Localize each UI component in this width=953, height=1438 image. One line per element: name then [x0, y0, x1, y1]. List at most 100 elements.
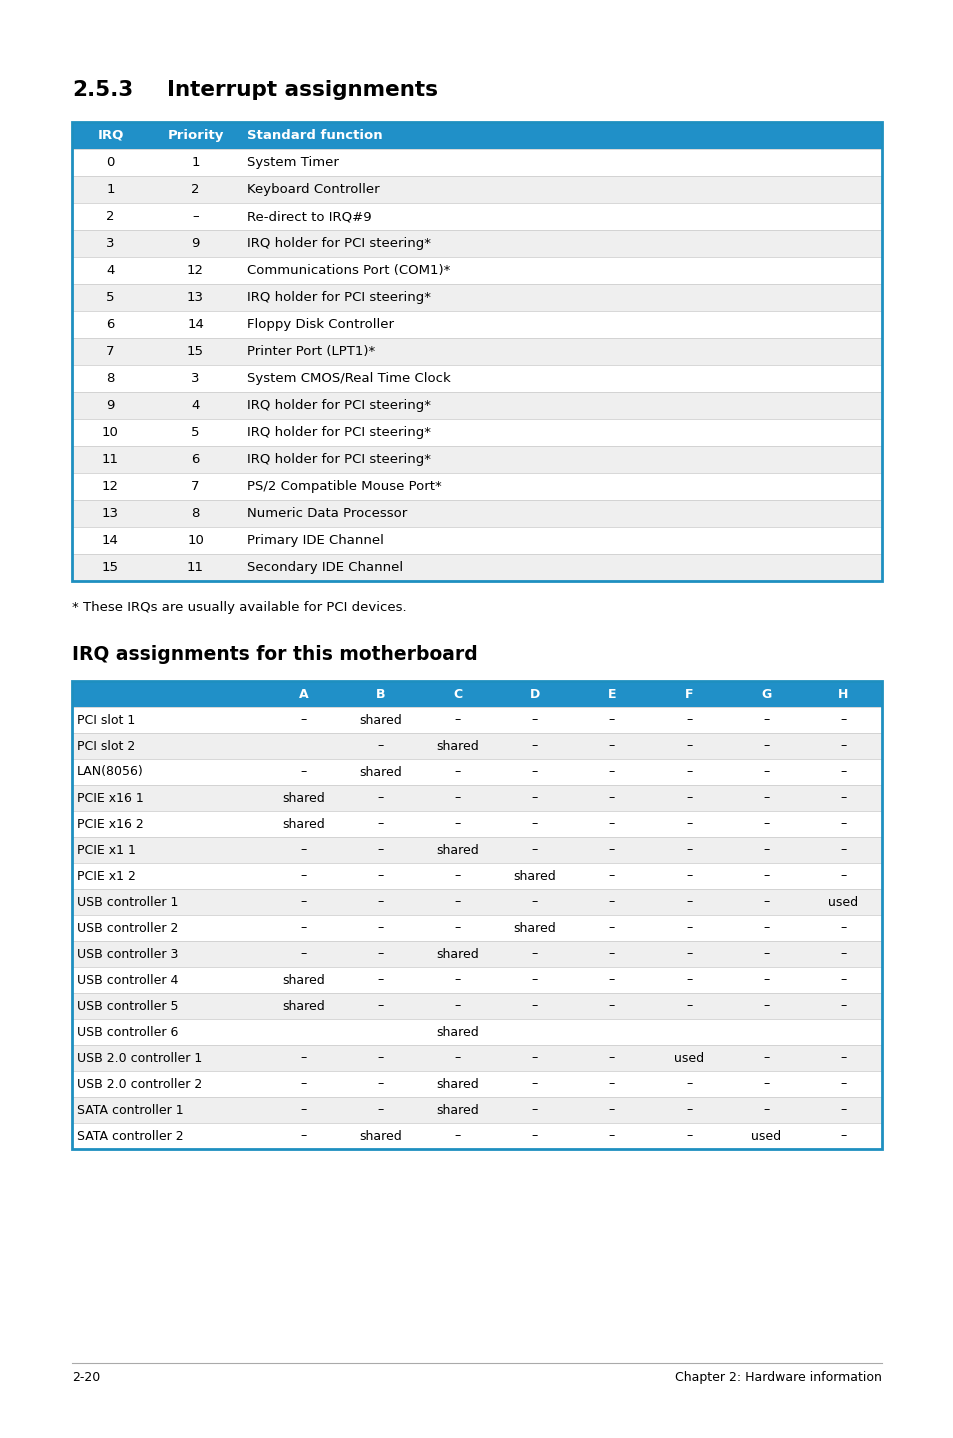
Text: –: –: [300, 1103, 306, 1116]
Text: –: –: [454, 713, 460, 726]
Text: 4: 4: [192, 398, 199, 413]
Text: –: –: [608, 999, 615, 1012]
Bar: [71, 811, 882, 837]
Text: Printer Port (LPT1)*: Printer Port (LPT1)*: [247, 345, 375, 358]
Text: Chapter 2: Hardware information: Chapter 2: Hardware information: [675, 1370, 882, 1383]
Bar: [265, 682, 341, 707]
Text: –: –: [840, 922, 845, 935]
Text: –: –: [531, 1129, 537, 1143]
Text: 2: 2: [106, 210, 114, 223]
Text: –: –: [377, 1051, 383, 1064]
Bar: [71, 682, 265, 707]
Text: PCI slot 2: PCI slot 2: [77, 739, 135, 752]
Bar: [71, 526, 882, 554]
Text: PS/2 Compatible Mouse Port*: PS/2 Compatible Mouse Port*: [247, 480, 441, 493]
Text: shared: shared: [358, 1129, 401, 1143]
Text: Standard function: Standard function: [247, 129, 382, 142]
Text: System Timer: System Timer: [247, 155, 338, 170]
Text: IRQ holder for PCI steering*: IRQ holder for PCI steering*: [247, 237, 431, 250]
Text: –: –: [840, 713, 845, 726]
Text: –: –: [762, 896, 768, 909]
Bar: [71, 915, 882, 940]
Text: –: –: [608, 713, 615, 726]
Text: SATA controller 1: SATA controller 1: [77, 1103, 183, 1116]
Bar: [71, 707, 882, 733]
Text: –: –: [531, 844, 537, 857]
Text: –: –: [762, 817, 768, 831]
Bar: [71, 257, 882, 283]
Text: –: –: [454, 1129, 460, 1143]
Text: D: D: [529, 687, 539, 700]
Text: 8: 8: [106, 372, 114, 385]
Text: –: –: [377, 739, 383, 752]
Text: –: –: [840, 999, 845, 1012]
Text: B: B: [375, 687, 385, 700]
Text: shared: shared: [436, 1077, 478, 1090]
Text: 2: 2: [191, 183, 199, 196]
Text: –: –: [685, 1103, 692, 1116]
Text: 2-20: 2-20: [71, 1370, 100, 1383]
Text: –: –: [762, 713, 768, 726]
Text: –: –: [685, 922, 692, 935]
Text: 9: 9: [106, 398, 114, 413]
Text: PCI slot 1: PCI slot 1: [77, 713, 135, 726]
Text: –: –: [762, 1103, 768, 1116]
Text: IRQ assignments for this motherboard: IRQ assignments for this motherboard: [71, 646, 477, 664]
Bar: [71, 682, 882, 1149]
Text: 10: 10: [102, 426, 119, 439]
Text: 3: 3: [106, 237, 114, 250]
Text: –: –: [454, 765, 460, 778]
Text: –: –: [762, 765, 768, 778]
Text: shared: shared: [513, 922, 556, 935]
Text: Keyboard Controller: Keyboard Controller: [247, 183, 379, 196]
Text: –: –: [608, 896, 615, 909]
Text: shared: shared: [436, 844, 478, 857]
Text: –: –: [685, 948, 692, 961]
Text: –: –: [608, 765, 615, 778]
Text: –: –: [608, 844, 615, 857]
Text: –: –: [531, 974, 537, 986]
Text: –: –: [840, 1103, 845, 1116]
Bar: [71, 863, 882, 889]
Text: 13: 13: [187, 290, 204, 303]
Text: G: G: [760, 687, 771, 700]
Bar: [71, 554, 882, 581]
Bar: [341, 682, 418, 707]
Text: –: –: [531, 896, 537, 909]
Text: USB controller 6: USB controller 6: [77, 1025, 178, 1038]
Text: –: –: [531, 1077, 537, 1090]
Text: –: –: [377, 948, 383, 961]
Text: 13: 13: [102, 508, 119, 521]
Text: A: A: [298, 687, 308, 700]
Text: –: –: [608, 739, 615, 752]
Bar: [71, 785, 882, 811]
Text: shared: shared: [358, 713, 401, 726]
Text: –: –: [762, 999, 768, 1012]
Text: –: –: [608, 1077, 615, 1090]
Text: System CMOS/Real Time Clock: System CMOS/Real Time Clock: [247, 372, 451, 385]
Text: –: –: [685, 817, 692, 831]
Bar: [71, 150, 882, 175]
Text: –: –: [377, 896, 383, 909]
Bar: [71, 733, 882, 759]
Text: –: –: [840, 739, 845, 752]
Text: –: –: [762, 1051, 768, 1064]
Text: –: –: [608, 1129, 615, 1143]
Text: 12: 12: [187, 265, 204, 278]
Text: 10: 10: [187, 533, 204, 546]
Text: 1: 1: [106, 183, 114, 196]
Bar: [242, 122, 882, 150]
Text: C: C: [453, 687, 462, 700]
Text: IRQ holder for PCI steering*: IRQ holder for PCI steering*: [247, 398, 431, 413]
Bar: [71, 837, 882, 863]
Bar: [149, 122, 242, 150]
Text: Numeric Data Processor: Numeric Data Processor: [247, 508, 407, 521]
Bar: [71, 338, 882, 365]
Text: –: –: [762, 844, 768, 857]
Text: 5: 5: [191, 426, 199, 439]
Text: –: –: [377, 791, 383, 804]
Text: –: –: [531, 1103, 537, 1116]
Text: shared: shared: [436, 739, 478, 752]
Text: –: –: [608, 974, 615, 986]
Text: –: –: [454, 1051, 460, 1064]
